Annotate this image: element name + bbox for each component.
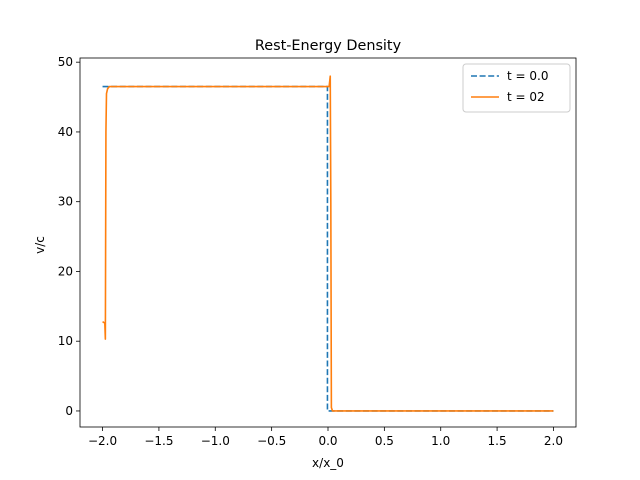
x-tick-label: −2.0: [88, 434, 117, 448]
x-tick-label: 2.0: [544, 434, 563, 448]
axes-frame: [79, 57, 577, 428]
x-tick-label: −0.5: [257, 434, 286, 448]
y-tick-label: 20: [58, 264, 73, 278]
series-line-2: [102, 75, 554, 412]
y-tick-label: 40: [58, 125, 73, 139]
series-layer: [102, 75, 554, 412]
x-axis-ticks: −2.0 −1.5 −1.0 −0.5 0.0 0.5 1.0 1.5 2.0: [88, 427, 563, 448]
x-tick-label: 1.5: [488, 434, 507, 448]
y-tick-label: 50: [58, 55, 73, 69]
chart-title: Rest-Energy Density: [255, 38, 402, 54]
x-tick-label: 1.0: [431, 434, 450, 448]
legend: t = 0.0 t = 02: [462, 63, 571, 113]
y-axis-ticks: 0 10 20 30 40 50: [58, 55, 80, 418]
legend-label-2: t = 02: [507, 90, 545, 104]
legend-label-1: t = 0.0: [507, 69, 548, 83]
x-axis-label: x/x_0: [312, 456, 344, 470]
y-tick-label: 10: [58, 334, 73, 348]
x-tick-label: 0.0: [318, 434, 337, 448]
x-tick-label: −1.0: [201, 434, 230, 448]
y-tick-label: 30: [58, 195, 73, 209]
x-tick-label: −1.5: [144, 434, 173, 448]
x-tick-label: 0.5: [375, 434, 394, 448]
y-axis-label: v/c: [33, 236, 47, 254]
y-tick-label: 0: [65, 404, 73, 418]
